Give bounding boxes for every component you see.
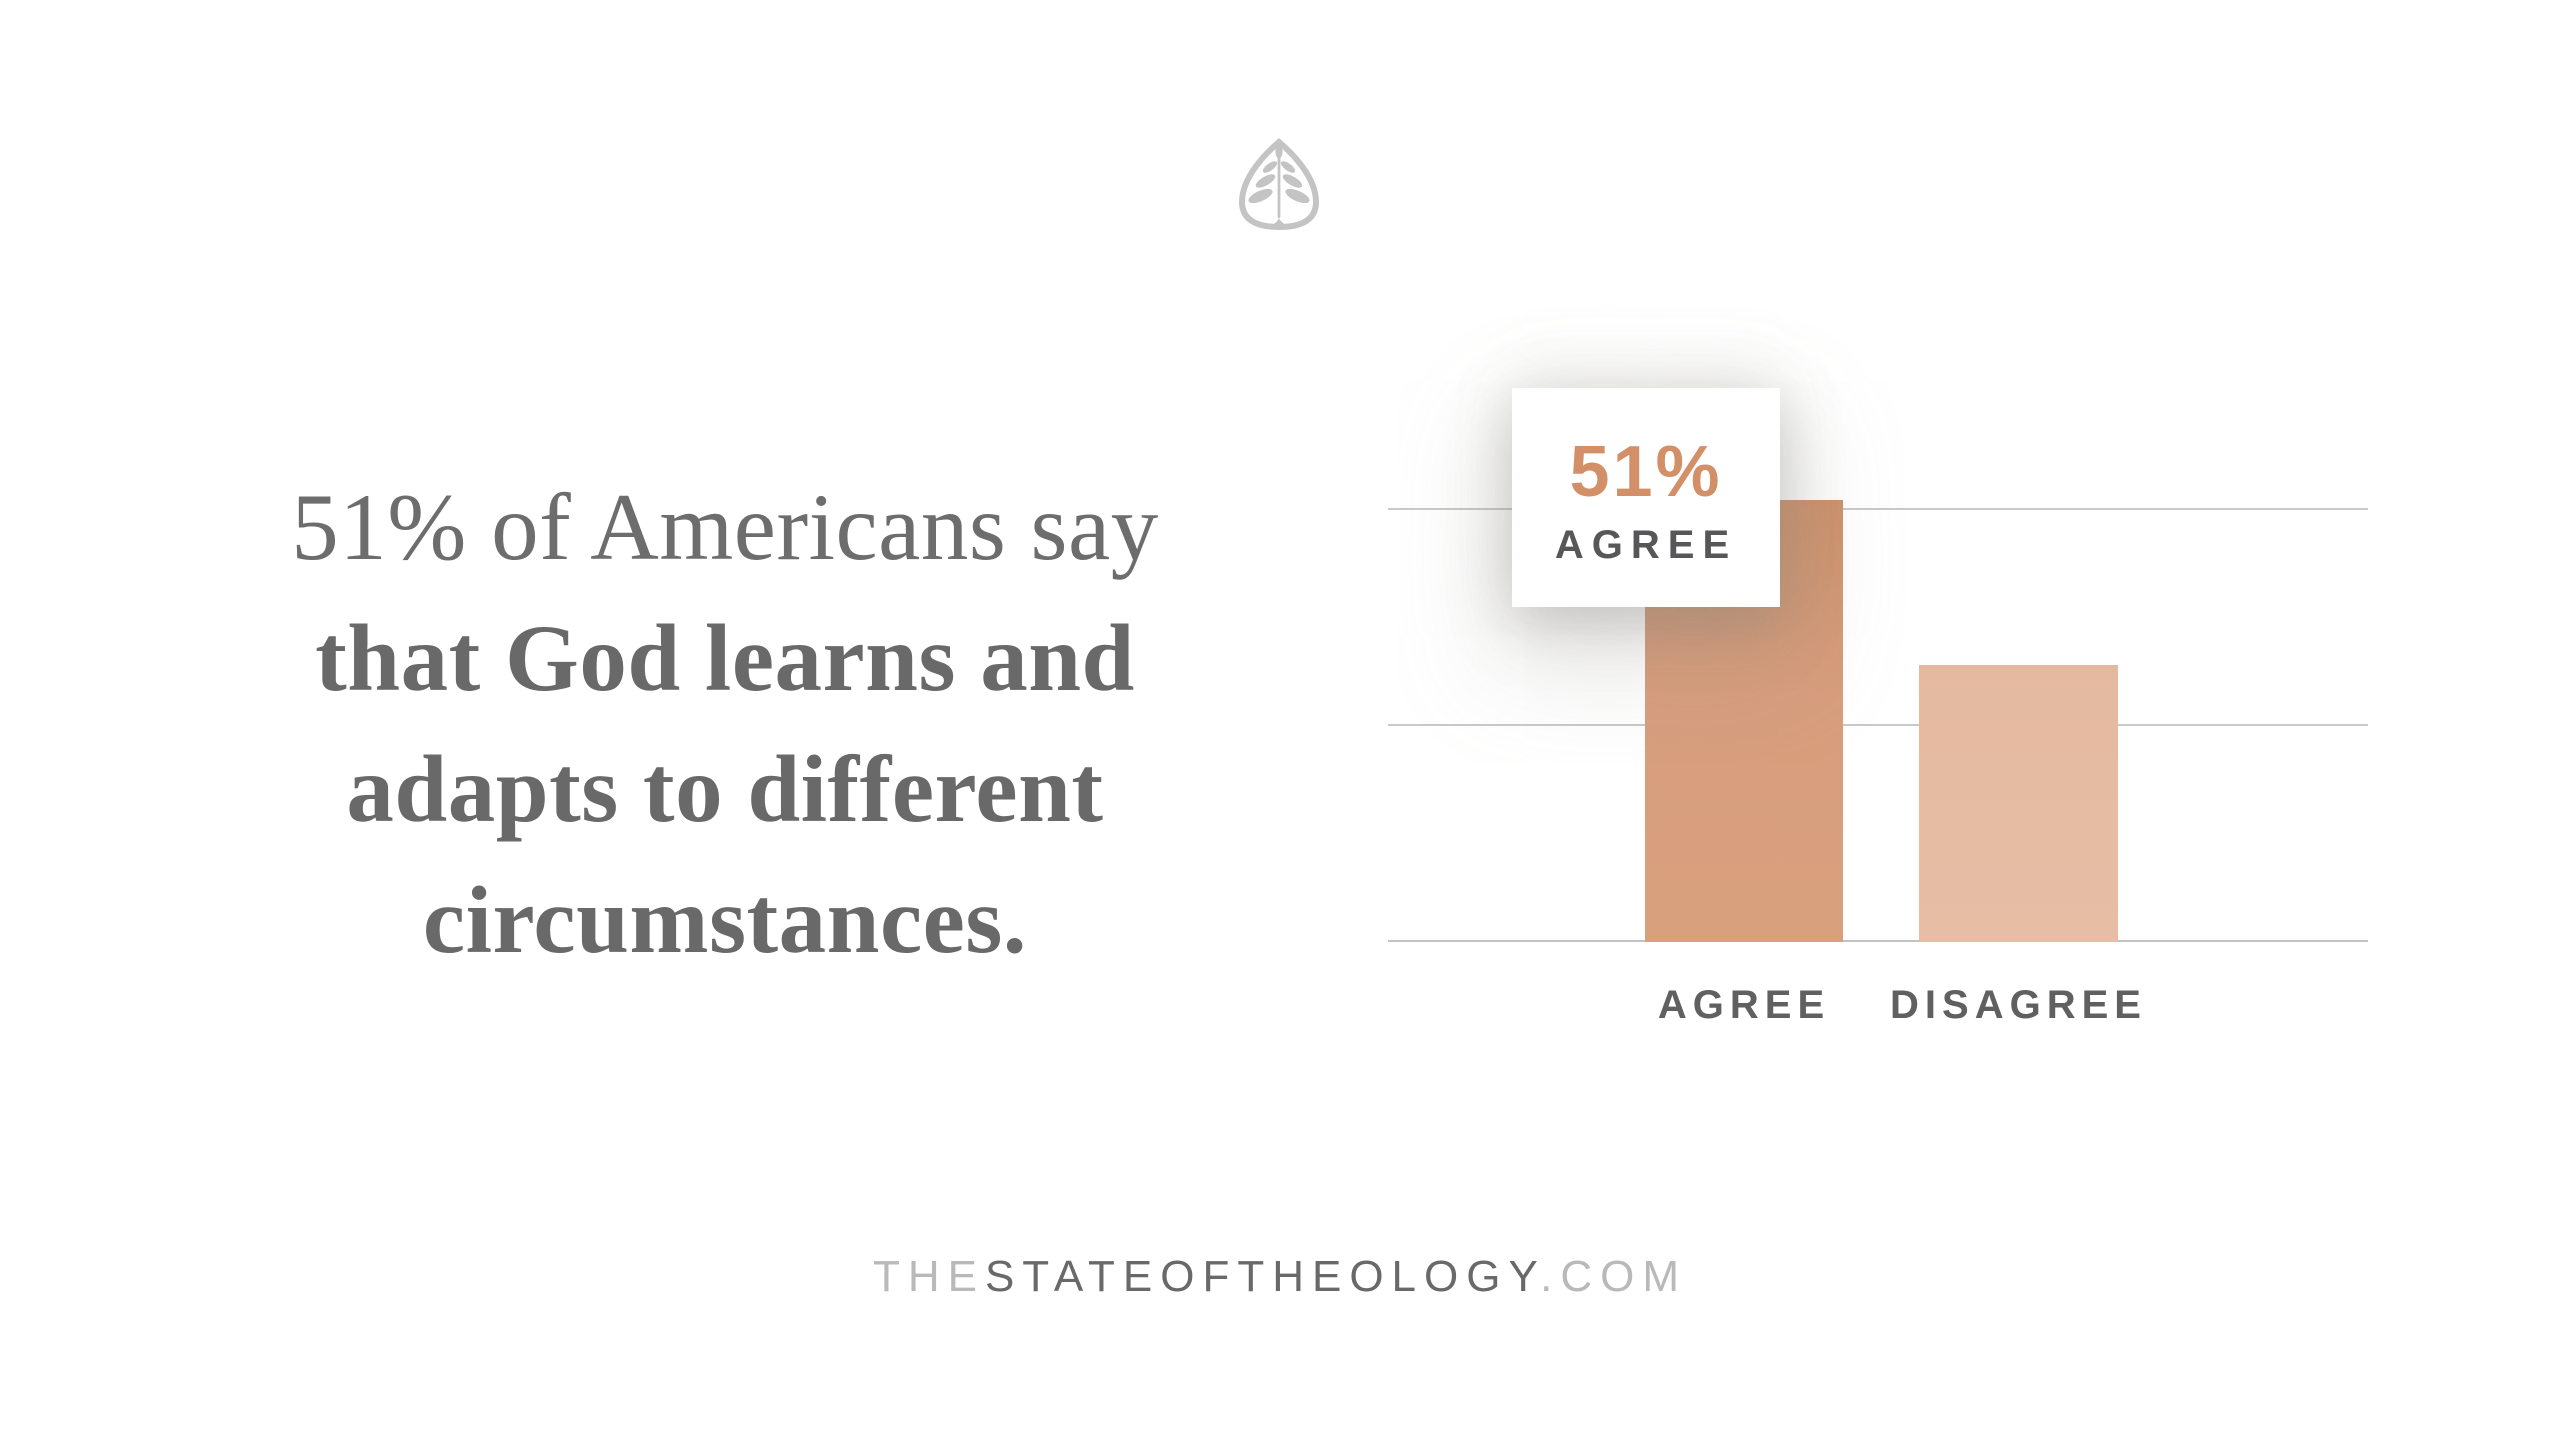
gridline-baseline [1388,940,2368,942]
callout-label: AGREE [1554,523,1738,567]
headline: 51% of Americans say that God learns and… [125,462,1325,986]
tree-icon [1248,144,1310,227]
headline-line-2: that God learns and [315,605,1135,711]
gridline-25pct [1388,724,2368,726]
bar-disagree [1919,665,2118,942]
footer-url-suffix: .COM [1540,1252,1688,1301]
callout-card: 51% AGREE [1512,388,1780,607]
footer-url-main: STATEOFTHEOLOGY [984,1252,1541,1301]
gridline-50pct [1388,508,2368,510]
footer-url: THESTATEOFTHEOLOGY.COM [0,1252,2560,1302]
headline-line-3: adapts to different [346,736,1104,842]
footer-url-prefix: THE [872,1252,985,1301]
axis-label-agree: AGREE [1657,982,1831,1027]
headline-line-4: circumstances. [422,867,1028,973]
axis-label-disagree: DISAGREE [1890,982,2147,1027]
callout-percentage: 51% [1569,432,1723,512]
ligonier-tree-logo-icon [1238,138,1320,231]
headline-line-1: 51% of Americans say [291,474,1159,580]
